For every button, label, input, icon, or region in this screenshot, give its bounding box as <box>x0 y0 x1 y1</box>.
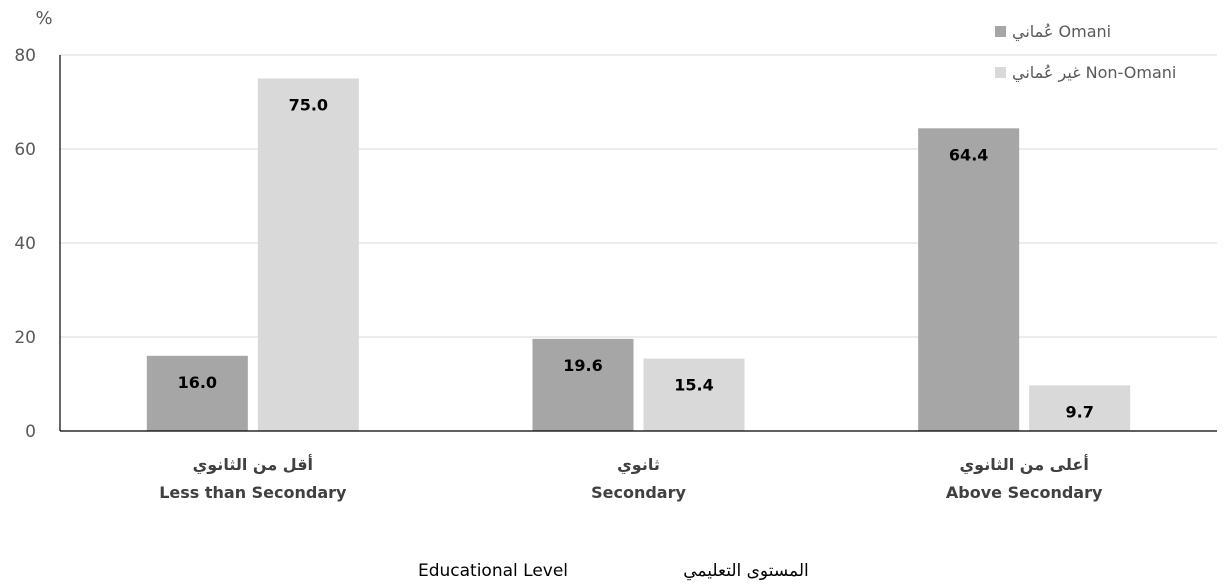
legend: عُماني Omani غير عُماني Non-Omani <box>995 22 1176 83</box>
data-label: 16.0 <box>178 373 217 392</box>
gridlines <box>60 54 1217 338</box>
category-label-ar: أقل من الثانوي <box>193 454 313 475</box>
x-axis-categories: أقل من الثانوي Less than Secondary ثانوي Se… <box>159 454 1103 502</box>
y-tick-label: 60 <box>14 140 36 160</box>
y-tick-label: 20 <box>14 328 36 348</box>
bar-non-omani <box>257 78 359 431</box>
bar-non-omani <box>1029 385 1131 431</box>
category-label-en: Secondary <box>591 483 686 502</box>
x-axis-title-en: Educational Level <box>418 561 568 581</box>
legend-swatch <box>995 67 1006 78</box>
data-label: 9.7 <box>1065 402 1093 421</box>
bar-non-omani <box>643 358 745 431</box>
category-label-ar: ثانوي <box>617 455 660 475</box>
bar-omani <box>918 128 1020 431</box>
bars <box>146 78 1131 431</box>
data-label: 15.4 <box>674 376 713 395</box>
data-label: 64.4 <box>949 145 988 164</box>
data-labels: 16.0 75.0 19.6 15.4 64.4 9.7 <box>178 96 1094 422</box>
y-tick-label: 40 <box>14 234 36 254</box>
data-label: 19.6 <box>563 356 602 375</box>
legend-label: غير عُماني Non-Omani <box>1012 63 1176 83</box>
category-label-en: Above Secondary <box>946 483 1103 502</box>
y-tick-label: 0 <box>25 422 36 442</box>
category-label-en: Less than Secondary <box>159 483 347 502</box>
bar-omani <box>532 338 634 431</box>
legend-label: عُماني Omani <box>1012 22 1111 42</box>
data-label: 75.0 <box>289 96 328 115</box>
y-tick-label: 80 <box>14 46 36 66</box>
y-axis-unit: % <box>35 8 52 29</box>
bar-omani <box>146 355 248 431</box>
y-axis-ticks: 0 20 40 60 80 <box>14 46 36 442</box>
category-label-ar: أعلى من الثانوي <box>960 454 1089 475</box>
legend-swatch <box>995 26 1006 37</box>
x-axis-title-ar: المستوى التعليمي <box>683 561 809 581</box>
